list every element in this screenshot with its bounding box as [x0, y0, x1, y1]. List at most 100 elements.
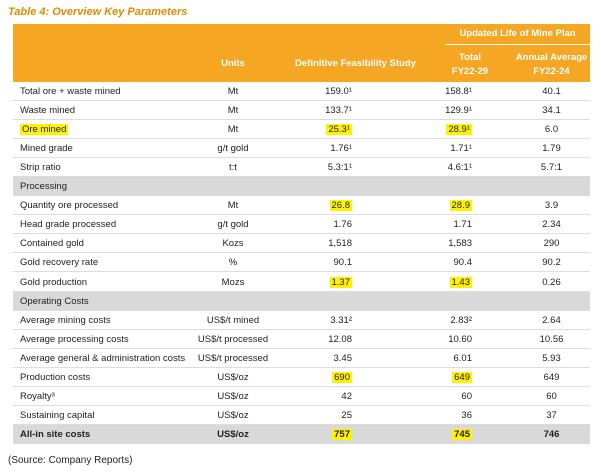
- cell: 3.31²: [330, 314, 352, 326]
- cell: 1.71¹: [450, 143, 472, 155]
- cell: 5.7:1: [540, 162, 563, 174]
- cell: 1.76: [333, 219, 353, 231]
- table-row: Mined grade g/t gold 1.76¹ 1.71¹ 1.79: [13, 139, 590, 159]
- cell: 26.8: [329, 200, 352, 212]
- cell: 1,518: [328, 238, 352, 250]
- cell: 129.9¹: [445, 105, 472, 117]
- table-row: Contained gold Kozs 1,518 1,583 290: [13, 234, 590, 254]
- annual-header: Annual Average: [515, 52, 588, 63]
- cell: 3.45: [333, 352, 353, 364]
- cell: Royalty³: [20, 390, 55, 402]
- table-row: Waste mined Mt 133.7¹ 129.9¹ 34.1: [13, 101, 590, 121]
- cell: 290: [543, 238, 560, 250]
- cell: 6.0: [544, 124, 559, 136]
- table-row: Gold recovery rate% 90.1 90.4 90.2: [13, 253, 590, 273]
- cell: Quantity ore processed: [20, 200, 119, 212]
- cell: Mined grade: [20, 143, 73, 155]
- cell: Gold production: [20, 276, 88, 288]
- cell: Mt: [227, 86, 239, 97]
- cell: Gold recovery rate: [20, 257, 99, 269]
- table-row: Sustaining capital US$/oz 25 36 37: [13, 406, 590, 425]
- cell: 10.60: [448, 333, 472, 345]
- cell: US$/oz: [217, 409, 249, 421]
- table-row: All-in site costs US$/oz 757 745 746: [13, 424, 590, 444]
- cell: 36: [461, 409, 472, 421]
- cell: Ore mined: [20, 124, 69, 136]
- table-row: Average mining costs US$/t mined 3.31² 2.83…: [13, 311, 590, 330]
- cell: 1.43: [449, 276, 472, 288]
- cell: 28.9: [449, 200, 472, 212]
- cell: 2.64: [542, 314, 561, 326]
- table-title: Table 4: Overview Key Parameters: [8, 6, 188, 18]
- cell: 37: [546, 409, 557, 421]
- table-row: Average general & administration costs US…: [13, 349, 590, 368]
- cell: Head grade processed: [20, 219, 117, 231]
- cell: 60: [546, 390, 557, 402]
- cell: 6.01: [453, 352, 473, 364]
- cell: Total ore + waste mined: [20, 86, 121, 97]
- cell: 12.08: [328, 333, 352, 345]
- cell: 5.93: [542, 352, 561, 364]
- cell: US$/t processed: [197, 333, 269, 345]
- cell: 4.6:1¹: [447, 162, 472, 174]
- cell: 0.26: [542, 276, 561, 288]
- cell: All-in site costs: [20, 428, 91, 440]
- cell: 25: [341, 409, 352, 421]
- cell: 3.9: [544, 200, 559, 212]
- cell: 90.4: [453, 257, 473, 269]
- group-header: Updated Life of Mine Plan: [459, 28, 576, 39]
- cell: %: [228, 257, 238, 269]
- cell: US$/oz: [217, 390, 249, 402]
- cell: 757: [332, 428, 352, 440]
- units-header: Units: [221, 58, 245, 69]
- cell: 133.7¹: [325, 105, 352, 117]
- cell: Mt: [227, 200, 239, 212]
- section-label: Operating Costs: [20, 295, 89, 307]
- cell: g/t gold: [217, 219, 249, 231]
- section-row: Processing: [13, 177, 590, 197]
- cell: 34.1: [542, 105, 561, 117]
- header-band: Units Definitive Feasibility Study Updat…: [13, 24, 590, 82]
- cell: US$/oz: [217, 428, 249, 440]
- section-label: Processing: [20, 181, 67, 193]
- annual-header: FY22-24: [533, 66, 570, 77]
- table-row: Royalty³ US$/oz 42 60 60: [13, 387, 590, 406]
- cell: Average general & administration costs: [20, 352, 186, 364]
- cell: US$/t processed: [197, 352, 269, 364]
- cell: 159.0¹: [325, 86, 352, 97]
- table-row: Gold production Mozs 1.37 1.43 0.26: [13, 273, 590, 292]
- cell: Production costs: [20, 371, 91, 383]
- cell: 90.1: [333, 257, 353, 269]
- cell: 25.3¹: [326, 124, 352, 136]
- cell: Strip ratio: [20, 162, 61, 174]
- section-row: Operating Costs: [13, 291, 590, 311]
- cell: Mt: [227, 124, 239, 136]
- cell: 1.76¹: [330, 143, 352, 155]
- table-row: Head grade processed g/t gold 1.76 1.71 2.34: [13, 215, 590, 235]
- cell: 158.8¹: [445, 86, 472, 97]
- cell: US$/oz: [217, 371, 249, 383]
- cell: 1.79: [542, 143, 561, 155]
- cell: 42: [341, 390, 352, 402]
- cell: 1.71: [453, 219, 473, 231]
- cell: Mt: [227, 105, 239, 117]
- cell: US$/t mined: [206, 314, 260, 326]
- cell: Average processing costs: [20, 333, 129, 345]
- cell: g/t gold: [217, 143, 249, 155]
- table-row: Average processing costs US$/t processed 1…: [13, 330, 590, 349]
- cell: 649: [452, 371, 472, 383]
- cell: 2.34: [542, 219, 561, 231]
- cell: Contained gold: [20, 238, 84, 250]
- source-note: (Source: Company Reports): [8, 455, 133, 466]
- cell: 746: [543, 428, 560, 440]
- cell: 1,583: [448, 238, 472, 250]
- dfs-header: Definitive Feasibility Study: [295, 58, 416, 69]
- cell: 745: [452, 428, 472, 440]
- cell: 90.2: [542, 257, 561, 269]
- cell: Sustaining capital: [20, 409, 95, 421]
- cell: 5.3:1¹: [327, 162, 352, 174]
- cell: 40.1: [542, 86, 561, 97]
- table-row: Ore mined Mt 25.3¹ 28.9¹ 6.0: [13, 120, 590, 140]
- cell: Waste mined: [20, 105, 76, 117]
